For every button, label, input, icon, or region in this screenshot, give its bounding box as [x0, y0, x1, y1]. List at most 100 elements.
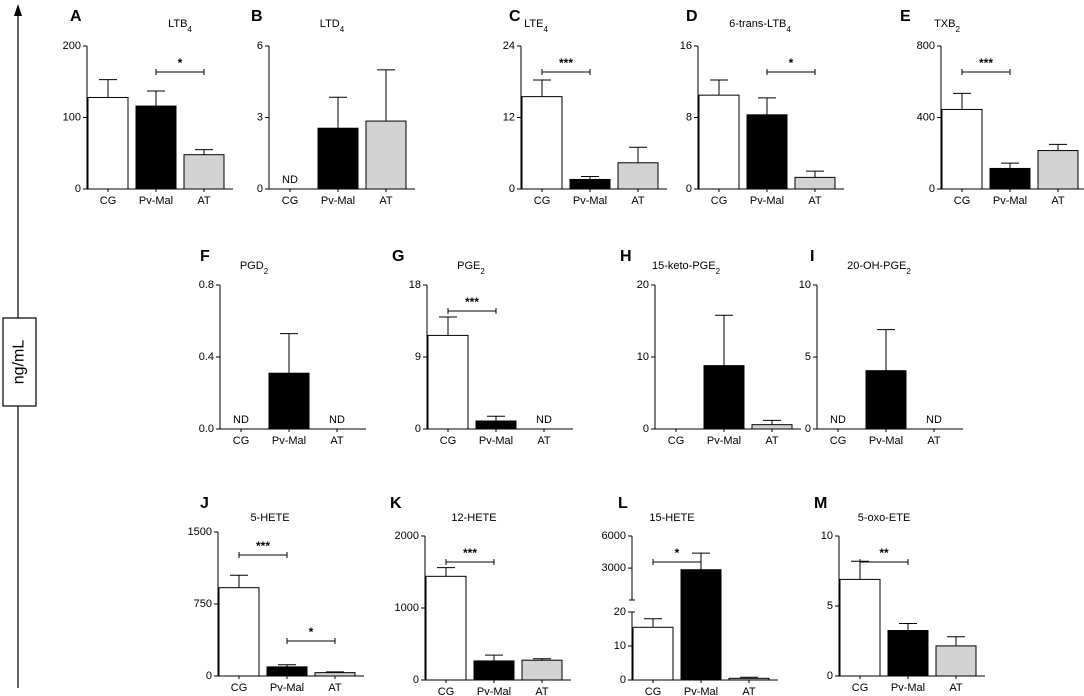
x-category-label: AT [765, 435, 779, 447]
panel-letter: D [686, 8, 698, 25]
bar-at [617, 162, 659, 190]
panel-d: D 6-trans-LTB4 0 8 16 CG Pv-Mal AT * [680, 8, 844, 207]
y-tick-label: 0 [413, 674, 419, 686]
panel-letter: G [392, 248, 404, 265]
y-tick-label: 0.0 [199, 423, 214, 435]
y-tick-label: 0.8 [199, 279, 214, 291]
panel-title: LTE4 [524, 18, 548, 34]
nd-label: ND [282, 174, 298, 186]
y-tick-label: 0 [620, 674, 626, 686]
panel-letter: K [390, 495, 402, 512]
panel-title: 5-oxo-ETE [858, 512, 911, 524]
x-category-label: AT [1051, 195, 1065, 207]
x-category-label: CG [852, 682, 869, 694]
panel-letter: F [200, 248, 210, 265]
panel-title-subscript: 4 [786, 25, 791, 34]
panel-title-subscript: 4 [187, 25, 192, 34]
y-tick-label: 10 [799, 279, 811, 291]
y-axis-arrow-head [14, 4, 22, 16]
bar-pv-mal [989, 167, 1031, 190]
nd-label: ND [536, 414, 552, 426]
significance-label: *** [463, 546, 477, 560]
y-tick-label: 400 [917, 111, 935, 123]
panel-title-subscript: 2 [480, 267, 485, 276]
panel-b: B LTD4 0 3 6 CG ND Pv-Mal AT [251, 8, 415, 207]
y-axis-label: ng/mL [11, 340, 28, 385]
x-category-label: CG [438, 686, 455, 696]
y-tick-label: 10 [614, 640, 626, 652]
x-category-label: CG [534, 195, 551, 207]
bar-at [314, 672, 356, 677]
panel-title: 15-keto-PGE2 [652, 260, 721, 276]
bar-cg [521, 96, 563, 190]
y-tick-label: 100 [63, 111, 81, 123]
bar-pv-mal [865, 370, 907, 430]
x-category-label: Pv-Mal [477, 686, 511, 696]
x-category-label: AT [537, 435, 551, 447]
y-tick-label: 0 [805, 423, 811, 435]
significance-label: *** [256, 539, 270, 553]
significance-label: ** [879, 546, 889, 560]
y-tick-label: 0 [206, 670, 212, 682]
panel-letter: E [900, 8, 911, 25]
x-category-label: Pv-Mal [270, 682, 304, 694]
bar-at [1037, 150, 1079, 190]
panel-title: 5-HETE [250, 512, 289, 524]
bar-pv-mal [473, 660, 515, 681]
y-tick-label: 0 [686, 183, 692, 195]
panel-letter: B [251, 8, 263, 25]
x-category-label: Pv-Mal [891, 682, 925, 694]
y-tick-label: 750 [194, 598, 212, 610]
x-category-label: AT [808, 195, 822, 207]
y-tick-label: 6000 [602, 530, 626, 542]
x-category-label: AT [379, 195, 393, 207]
panel-l: L 15-HETE 0 10 20 3000 6000 CG Pv-Mal AT * [602, 495, 778, 696]
x-category-label: Pv-Mal [750, 195, 784, 207]
x-category-label: AT [535, 686, 549, 696]
y-tick-label: 20 [637, 279, 649, 291]
x-category-label: Pv-Mal [139, 195, 173, 207]
y-tick-label: 5 [827, 600, 833, 612]
bar-pv-mal [475, 420, 517, 430]
y-tick-label: 5 [805, 351, 811, 363]
panel-c: C LTE4 0 12 24 CG Pv-Mal AT *** [503, 8, 667, 207]
panel-g: G PGE2 0 9 18 CG Pv-Mal AT ND *** [392, 248, 573, 447]
x-category-label: CG [711, 195, 728, 207]
y-tick-label: 2000 [395, 530, 419, 542]
significance-label: * [675, 546, 680, 560]
significance-label: * [789, 56, 794, 70]
x-category-label: CG [954, 195, 971, 207]
panel-title-subscript: 4 [340, 25, 345, 34]
bar-cg [632, 626, 674, 681]
x-category-label: CG [100, 195, 117, 207]
significance-label: *** [559, 56, 573, 70]
nd-label: ND [329, 414, 345, 426]
panel-f: F PGD2 0.0 0.4 0.8 CG ND Pv-Mal AT ND [199, 248, 366, 447]
y-tick-label: 0 [75, 183, 81, 195]
x-category-label: AT [742, 686, 756, 696]
panel-h: H 15-keto-PGE2 0 10 20 CG Pv-Mal AT [620, 248, 801, 447]
bar-pv-mal [746, 114, 788, 190]
y-tick-label: 18 [409, 279, 421, 291]
bar-at [728, 677, 770, 681]
y-tick-label: 1000 [395, 602, 419, 614]
significance-label: *** [979, 56, 993, 70]
y-tick-label: 0 [827, 670, 833, 682]
bar-at [935, 645, 977, 677]
panel-letter: L [618, 495, 628, 512]
bar-cg [218, 587, 260, 677]
y-tick-label: 20 [614, 606, 626, 618]
y-tick-label: 10 [821, 530, 833, 542]
bar-at [794, 176, 836, 190]
bar-cg [839, 578, 881, 677]
nd-label: ND [926, 414, 942, 426]
panel-letter: H [620, 248, 632, 265]
y-tick-label: 1500 [188, 526, 212, 538]
nd-label: ND [233, 414, 249, 426]
bar-pv-mal [268, 372, 310, 430]
bar-cg [427, 334, 469, 430]
panel-e: E TXB2 0 400 800 CG Pv-Mal AT *** [900, 8, 1084, 207]
y-tick-label: 24 [503, 40, 515, 52]
bar-pv-mal [266, 666, 308, 677]
